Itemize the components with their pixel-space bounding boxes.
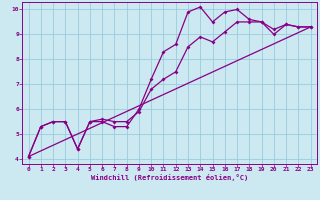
X-axis label: Windchill (Refroidissement éolien,°C): Windchill (Refroidissement éolien,°C) [91, 174, 248, 181]
